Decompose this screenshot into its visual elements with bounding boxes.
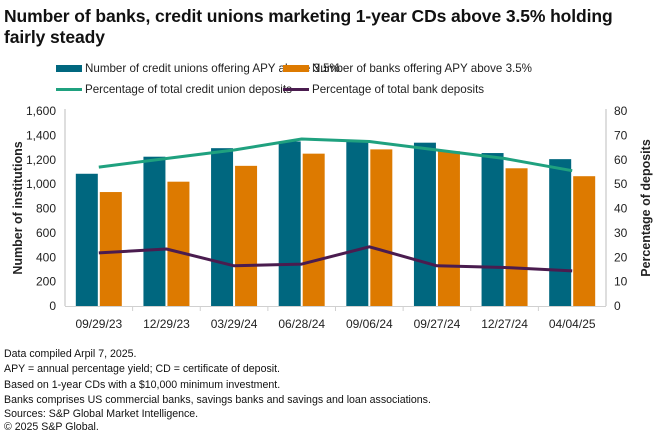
x-tick-label: 09/06/24 <box>346 317 393 331</box>
legend-swatch-purple <box>283 88 309 91</box>
x-tick-label: 06/28/24 <box>278 317 325 331</box>
bar-credit-unions-5 <box>346 140 369 306</box>
note-copyright: © 2025 S&P Global. <box>4 421 99 434</box>
note-basis: Based on 1-year CDs with a $10,000 minim… <box>4 378 281 391</box>
legend-label: Percentage of total bank deposits <box>312 83 485 96</box>
bar-banks-6 <box>437 151 460 306</box>
y-tick-label: 1,600 <box>26 104 56 118</box>
bar-credit-unions-3 <box>211 148 234 306</box>
bars-layer <box>75 140 596 306</box>
x-tick-label: 09/29/23 <box>75 317 122 331</box>
bar-credit-unions-6 <box>413 142 436 306</box>
legend-swatch-orange <box>283 65 309 72</box>
labels-layer: 0 200 400 600 800 1,000 1,200 1,400 1,600 0 10 20 30… <box>26 104 628 331</box>
bar-banks-5 <box>370 149 393 306</box>
bar-credit-unions-7 <box>481 153 504 306</box>
y2-tick-label: 10 <box>614 275 628 289</box>
y2-tick-label: 60 <box>614 153 628 167</box>
bar-credit-unions-1 <box>75 173 98 306</box>
y2-tick-label: 80 <box>614 104 628 118</box>
bar-banks-4 <box>302 153 325 306</box>
y2-tick-label: 50 <box>614 177 628 191</box>
legend-credit-union-deposits-line: Percentage of total credit union deposit… <box>56 83 292 96</box>
legend-swatch-teal <box>56 65 82 72</box>
axes-layer <box>64 109 607 311</box>
y-tick-label: 400 <box>36 250 56 264</box>
bar-credit-unions-4 <box>278 141 301 306</box>
y-tick-label: 1,400 <box>26 128 56 142</box>
y-tick-label: 0 <box>49 299 56 313</box>
legend-banks-bar: Number of banks offering APY above 3.5% <box>283 62 532 75</box>
bar-banks-7 <box>505 168 528 306</box>
legend-credit-unions-bar: Number of credit unions offering APY abo… <box>56 62 340 75</box>
x-tick-label: 12/29/23 <box>143 317 190 331</box>
bar-banks-3 <box>235 165 258 306</box>
y2-tick-label: 40 <box>614 202 628 216</box>
note-sources: Sources: S&P Global Market Intelligence. <box>4 408 199 421</box>
y2-tick-label: 0 <box>614 299 621 313</box>
x-tick-label: 09/27/24 <box>414 317 461 331</box>
x-tick-label: 12/27/24 <box>481 317 528 331</box>
y2-tick-label: 70 <box>614 128 628 142</box>
bar-credit-unions-2 <box>143 156 166 306</box>
x-tick-label: 03/29/24 <box>211 317 258 331</box>
bar-credit-unions-8 <box>549 159 572 306</box>
legend-bank-deposits-line: Percentage of total bank deposits <box>283 83 484 96</box>
chart-title: Number of banks, credit unions marketing… <box>4 6 613 47</box>
footnotes: Data compiled Arpil 7, 2025. APY = annua… <box>4 347 431 433</box>
y-tick-label: 1,000 <box>26 177 56 191</box>
legend-label: Percentage of total credit union deposit… <box>85 83 292 96</box>
lines-layer <box>98 137 573 273</box>
legend-swatch-green <box>56 88 82 91</box>
y2-axis-title: Percentage of deposits <box>639 139 653 277</box>
y-tick-label: 200 <box>36 275 56 289</box>
note-banks-definition: Banks comprises US commercial banks, sav… <box>4 393 431 406</box>
y-tick-label: 600 <box>36 226 56 240</box>
note-data-compiled: Data compiled Arpil 7, 2025. <box>4 348 137 360</box>
legend-label: Number of credit unions offering APY abo… <box>85 62 340 75</box>
y-tick-label: 1,200 <box>26 153 56 167</box>
legend-label: Number of banks offering APY above 3.5% <box>312 62 532 75</box>
y2-tick-label: 20 <box>614 250 628 264</box>
note-apy-definition: APY = annual percentage yield; CD = cert… <box>4 363 280 376</box>
x-tick-label: 04/04/25 <box>549 317 596 331</box>
y-tick-label: 800 <box>36 202 56 216</box>
bar-banks-1 <box>99 192 122 306</box>
y2-tick-label: 30 <box>614 226 628 240</box>
bar-banks-2 <box>167 181 190 306</box>
bar-banks-8 <box>573 176 596 306</box>
line-credit-union-deposits <box>98 137 573 173</box>
y-axis-title: Number of institutions <box>11 141 25 274</box>
line-bank-deposits <box>98 245 573 273</box>
